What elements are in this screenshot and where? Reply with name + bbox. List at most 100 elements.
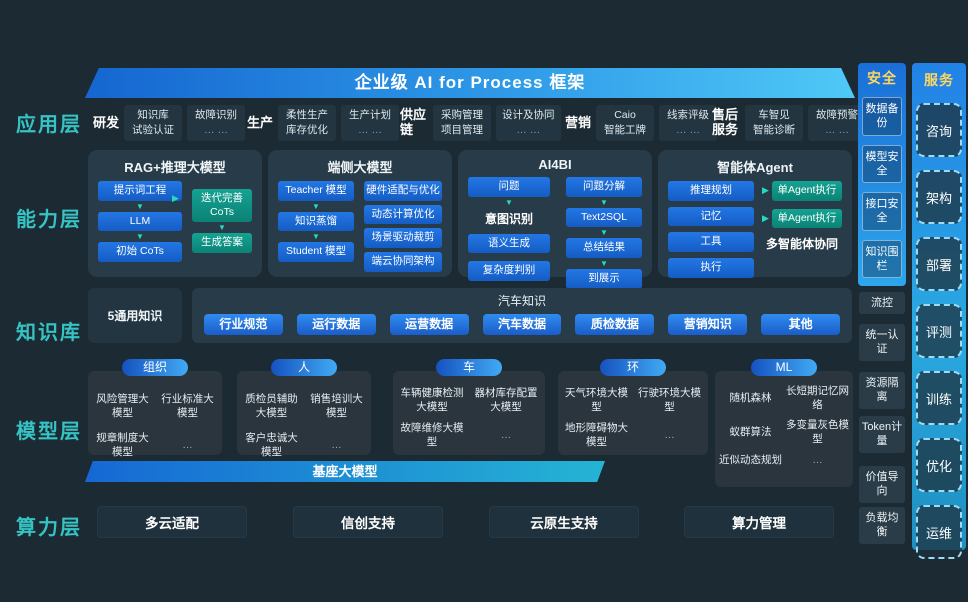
app-item-line: 项目管理 (441, 124, 483, 136)
model-item: 故障维修大模型 (400, 422, 464, 448)
layer-label-app: 应用层 (16, 114, 82, 136)
model-group-box: 质检员辅助大模型 销售培训大模型 客户忠诚大模型 … (237, 371, 371, 458)
security-item: 价值导向 (859, 466, 905, 503)
model-group-pill: ML (751, 359, 817, 376)
model-item: 客户忠诚大模型 (245, 432, 298, 458)
capability-panel-agent: 智能体Agent 推理规划 记忆 工具 执行 ▶ 单Agent执行 ▶ 单Age… (658, 150, 852, 278)
knowledge-pill: 行业规范 (204, 314, 283, 335)
arrow-down-icon: ▼ (600, 228, 608, 238)
app-item-line: 智能诊断 (753, 124, 795, 136)
capability-panel-ai4bi: AI4BI 问题 ▼ 意图识别 语义生成 复杂度判别 问题分解 ▼ Text2S… (458, 150, 652, 289)
knowledge-pill: 营销知识 (668, 314, 748, 335)
cap-step-box: LLM (98, 211, 182, 232)
service-item: 架构 (916, 170, 962, 224)
compute-box: 多云适配 (97, 506, 247, 538)
security-item: Token计量 (859, 416, 905, 453)
cap-exec-box: 单Agent执行 (771, 181, 842, 201)
knowledge-general-label: 5通用知识 (107, 309, 163, 323)
cap-step-box: 推理规划 (668, 181, 754, 201)
cap-feature-box: 端云协同架构 (364, 251, 442, 272)
cap-feature-box: 动态计算优化 (364, 204, 442, 225)
model-item: 随机森林 (729, 391, 772, 404)
service-item: 运维 (916, 505, 962, 559)
app-item-box: 故障识别 … … (187, 104, 246, 142)
knowledge-pill: 汽车数据 (482, 314, 562, 335)
model-item: 长短期记忆网络 (786, 385, 849, 411)
arrow-right-icon: ▶ (172, 193, 179, 203)
cap-step-box: 到展示 (566, 268, 642, 289)
app-item-line: … … (358, 124, 382, 136)
model-item: … (331, 439, 342, 452)
cap-step-box: 总结结果 (566, 238, 642, 258)
security-item: 知识围栏 (862, 239, 902, 279)
security-item: 流控 (859, 292, 905, 315)
arrow-down-icon: ▼ (505, 197, 513, 207)
security-header: 安全 (867, 70, 897, 86)
arrow-down-icon: ▼ (136, 201, 144, 211)
arrow-down-icon: ▼ (136, 232, 144, 242)
app-item-line: 库存优化 (286, 124, 329, 136)
security-item: 数据备份 (862, 97, 902, 136)
app-item-line: 知识库 (137, 108, 169, 121)
app-item-line: … … (516, 124, 541, 136)
model-group-organization: 组织 风险管理大模型 行业标准大模型 规章制度大模型 … (88, 359, 222, 458)
cap-step-box: 初始 CoTs (98, 242, 182, 262)
model-item: 销售培训大模型 (310, 393, 363, 419)
compute-box: 算力管理 (684, 506, 834, 538)
app-item-box: 柔性生产 库存优化 (278, 104, 337, 142)
knowledge-auto-box: 汽车知识 行业规范 运行数据 运营数据 汽车数据 质检数据 营销知识 其他 (192, 288, 852, 343)
layer-label-capability: 能力层 (16, 209, 82, 231)
model-group-people: 人 质检员辅助大模型 销售培训大模型 客户忠诚大模型 … (237, 359, 371, 458)
app-item-box: 车智见 智能诊断 (745, 104, 803, 142)
app-item-box: Caio 智能工牌 (596, 104, 655, 142)
layer-label-model: 模型层 (16, 421, 82, 443)
service-item: 部署 (916, 237, 962, 291)
app-item-line: 采购管理 (441, 108, 483, 121)
capability-panel-edge: 端侧大模型 Teacher 模型 ▼ 知识蒸馏 ▼ Student 模型 硬件适… (268, 150, 452, 277)
app-item-box: 知识库 试验认证 (124, 104, 183, 142)
panel-title: 智能体Agent (717, 160, 793, 175)
panel-title: AI4BI (538, 157, 572, 172)
arrow-down-icon: ▼ (600, 258, 608, 268)
arrow-right-icon: ▶ (762, 212, 769, 223)
cap-step-box: 问题 (468, 177, 550, 197)
arrow-down-icon: ▼ (312, 232, 320, 242)
knowledge-auto-title: 汽车知识 (497, 294, 546, 308)
security-panel: 安全 数据备份 模型安全 接口安全 知识围栏 (858, 63, 906, 286)
service-item: 训练 (916, 371, 962, 425)
arrow-down-icon: ▼ (312, 201, 320, 211)
panel-title: RAG+推理大模型 (124, 160, 226, 175)
app-group-label: 研发 (93, 114, 120, 130)
security-item: 统一认证 (859, 324, 905, 361)
cap-feature-box: 场景驱动裁剪 (364, 228, 442, 248)
app-item-line: 车智见 (758, 108, 790, 121)
cap-exec-box: 单Agent执行 (771, 208, 842, 229)
service-item: 评测 (916, 304, 962, 358)
cap-step-box: 问题分解 (566, 177, 642, 197)
app-item-line: 线索评级 (667, 108, 710, 121)
model-item: 蚁群算法 (729, 426, 772, 439)
app-item-line: 试验认证 (132, 124, 175, 136)
cap-step-box: Text2SQL (566, 207, 642, 228)
app-item-line: 设计及协同 (502, 108, 555, 121)
model-group-environment: 环 天气环境大模型 行驶环境大模型 地形障碍物大模型 … (558, 359, 708, 455)
knowledge-pill: 运营数据 (389, 314, 469, 335)
security-item: 资源隔离 (859, 372, 905, 409)
app-item-line: 故障识别 (195, 108, 238, 121)
knowledge-pill: 运行数据 (296, 314, 376, 335)
compute-box: 云原生支持 (489, 506, 639, 538)
model-group-ml: ML 随机森林 长短期记忆网络 蚁群算法 多变量灰色模型 近似动态规划 … (715, 359, 853, 487)
model-item: … (182, 439, 193, 452)
app-group-production: 生产 柔性生产 库存优化 生产计划 … … (247, 101, 400, 145)
model-item: … (664, 429, 675, 442)
model-group-box: 车辆健康检测大模型 器材库存配置大模型 故障维修大模型 … (393, 371, 545, 455)
app-group-label: 售后服务 (712, 107, 739, 137)
model-item: 近似动态规划 (719, 453, 782, 466)
cap-step-box: 记忆 (668, 206, 754, 227)
app-group-rd: 研发 知识库 试验认证 故障识别 … … (93, 101, 246, 145)
app-group-supply-chain: 供应链 采购管理 项目管理 设计及协同 … … (400, 101, 561, 145)
cap-step-box: 工具 (668, 232, 754, 252)
arrow-down-icon: ▼ (600, 197, 608, 207)
model-item: 多变量灰色模型 (786, 419, 849, 445)
